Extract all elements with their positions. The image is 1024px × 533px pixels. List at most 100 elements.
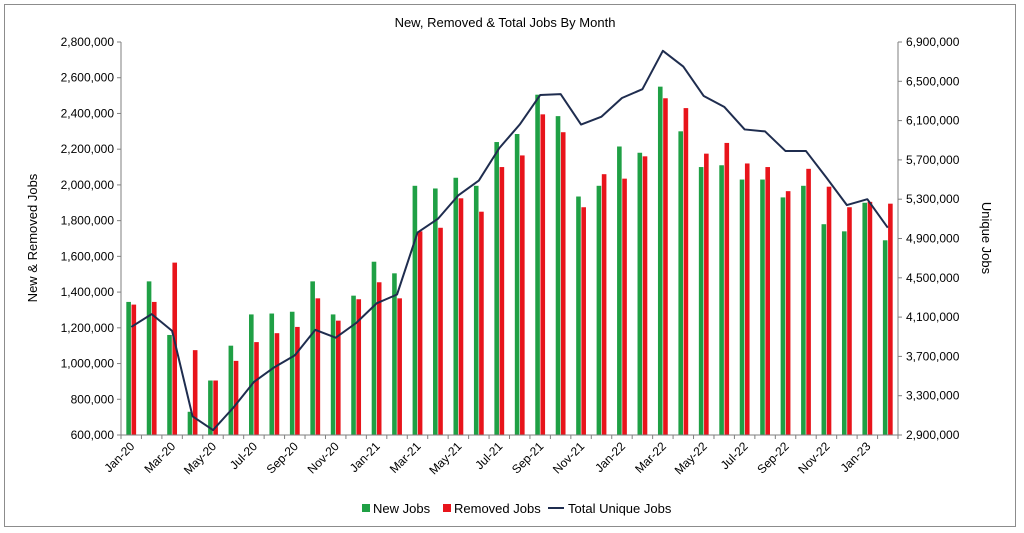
bar-new-jobs bbox=[576, 196, 581, 435]
legend: New Jobs Removed Jobs Total Unique Jobs bbox=[362, 501, 672, 516]
bar-new-jobs bbox=[617, 146, 622, 435]
bar-removed-jobs bbox=[274, 333, 280, 435]
bar-new-jobs bbox=[310, 281, 315, 435]
bar-removed-jobs bbox=[663, 98, 668, 436]
x-tick-label: Jan-22 bbox=[592, 439, 628, 475]
y-tick-label: 1,800,000 bbox=[61, 214, 115, 228]
plot-area: 600,000 800,000 1,000,000 1,200,000 1,400,00… bbox=[61, 35, 960, 477]
y-tick-label: 800,000 bbox=[71, 392, 115, 406]
bar-new-jobs bbox=[739, 179, 745, 435]
bar-removed-jobs bbox=[724, 142, 730, 435]
bar-new-jobs bbox=[269, 313, 275, 435]
bar-removed-jobs bbox=[601, 174, 607, 435]
y2-tick-label: 6,500,000 bbox=[906, 74, 960, 88]
bar-removed-jobs bbox=[479, 211, 484, 435]
bar-new-jobs bbox=[535, 94, 540, 435]
line-total-unique-jobs bbox=[130, 49, 889, 432]
y-tick-label: 2,200,000 bbox=[61, 142, 115, 156]
x-tick-label: Mar-21 bbox=[387, 439, 424, 476]
bar-removed-jobs bbox=[499, 167, 505, 436]
y2-tick-label: 3,700,000 bbox=[906, 349, 960, 363]
bar-removed-jobs bbox=[888, 203, 893, 435]
bar-new-jobs bbox=[698, 167, 704, 436]
bar-new-jobs bbox=[514, 134, 520, 435]
bar-new-jobs bbox=[146, 281, 152, 435]
y2-tick-label: 6,100,000 bbox=[906, 114, 960, 128]
x-tick-label: Nov-20 bbox=[305, 439, 342, 476]
bar-removed-jobs bbox=[765, 167, 770, 436]
chart-title: New, Removed & Total Jobs By Month bbox=[395, 15, 616, 30]
bar-new-jobs bbox=[208, 380, 213, 435]
y2-tick-label: 6,900,000 bbox=[906, 35, 960, 49]
bar-new-jobs bbox=[780, 197, 786, 435]
x-tick-label: Mar-20 bbox=[141, 439, 178, 476]
bar-removed-jobs bbox=[131, 304, 137, 435]
bar-removed-jobs bbox=[213, 380, 218, 435]
bar-new-jobs bbox=[126, 301, 131, 435]
bar-new-jobs bbox=[862, 202, 868, 435]
x-tick-label: Jan-20 bbox=[101, 439, 137, 475]
bar-new-jobs bbox=[760, 179, 765, 435]
bar-new-jobs bbox=[187, 411, 193, 435]
bar-new-jobs bbox=[392, 273, 397, 435]
x-tick-label: Nov-22 bbox=[795, 439, 832, 476]
bar-removed-jobs bbox=[417, 231, 423, 435]
bar-removed-jobs bbox=[233, 360, 239, 435]
bar-removed-jobs bbox=[376, 282, 382, 435]
x-tick-label: Sep-22 bbox=[754, 439, 791, 476]
x-tick-label: May-22 bbox=[672, 439, 710, 477]
bar-removed-jobs bbox=[295, 326, 300, 435]
bar-new-jobs bbox=[371, 261, 377, 435]
bar-new-jobs bbox=[228, 345, 234, 435]
legend-label-new-jobs: New Jobs bbox=[373, 501, 431, 516]
bar-removed-jobs bbox=[806, 168, 811, 435]
bar-removed-jobs bbox=[826, 186, 832, 435]
bar-removed-jobs bbox=[683, 108, 689, 435]
bar-new-jobs bbox=[841, 231, 847, 435]
bar-new-jobs bbox=[596, 185, 602, 435]
bar-new-jobs bbox=[453, 177, 459, 435]
y-tick-label: 2,400,000 bbox=[61, 106, 115, 120]
y-tick-label: 1,600,000 bbox=[61, 249, 115, 263]
bar-new-jobs bbox=[494, 142, 499, 436]
bar-removed-jobs bbox=[397, 298, 402, 435]
y2-tick-label: 3,300,000 bbox=[906, 389, 960, 403]
bar-removed-jobs bbox=[642, 156, 648, 435]
bar-removed-jobs bbox=[172, 262, 178, 435]
bar-removed-jobs bbox=[744, 163, 750, 435]
x-tick-label: May-20 bbox=[181, 439, 219, 477]
bar-new-jobs bbox=[351, 295, 356, 435]
x-tick-label: May-21 bbox=[426, 439, 464, 477]
bar-new-jobs bbox=[637, 152, 643, 435]
bar-new-jobs bbox=[678, 131, 683, 435]
legend-swatch-new-jobs bbox=[362, 504, 370, 512]
bar-removed-jobs bbox=[520, 155, 525, 435]
legend-label-removed-jobs: Removed Jobs bbox=[454, 501, 541, 516]
bar-removed-jobs bbox=[540, 114, 546, 435]
bar-new-jobs bbox=[330, 314, 336, 435]
y-tick-label: 1,400,000 bbox=[61, 285, 115, 299]
bar-new-jobs bbox=[821, 224, 827, 435]
x-tick-label: Jul-21 bbox=[472, 439, 505, 472]
bar-new-jobs bbox=[249, 314, 254, 435]
bar-new-jobs bbox=[412, 185, 418, 435]
bar-removed-jobs bbox=[192, 350, 198, 435]
bar-removed-jobs bbox=[560, 132, 566, 435]
bar-new-jobs bbox=[719, 165, 724, 435]
bar-new-jobs bbox=[882, 240, 888, 435]
bar-new-jobs bbox=[433, 188, 438, 435]
y2-tick-label: 4,500,000 bbox=[906, 271, 960, 285]
y2-axis-title: Unique Jobs bbox=[979, 202, 994, 275]
y2-tick-label: 2,900,000 bbox=[906, 428, 960, 442]
x-tick-label: Sep-21 bbox=[509, 439, 546, 476]
legend-label-total-unique-jobs: Total Unique Jobs bbox=[568, 501, 672, 516]
bar-removed-jobs bbox=[356, 299, 362, 435]
y2-tick-label: 4,900,000 bbox=[906, 232, 960, 246]
bar-removed-jobs bbox=[867, 201, 873, 435]
x-tick-label: Jan-23 bbox=[838, 439, 874, 475]
legend-swatch-removed-jobs bbox=[443, 504, 451, 512]
x-tick-label: Jul-20 bbox=[227, 439, 260, 472]
x-tick-label: Jul-22 bbox=[718, 439, 751, 472]
y2-tick-label: 4,100,000 bbox=[906, 310, 960, 324]
